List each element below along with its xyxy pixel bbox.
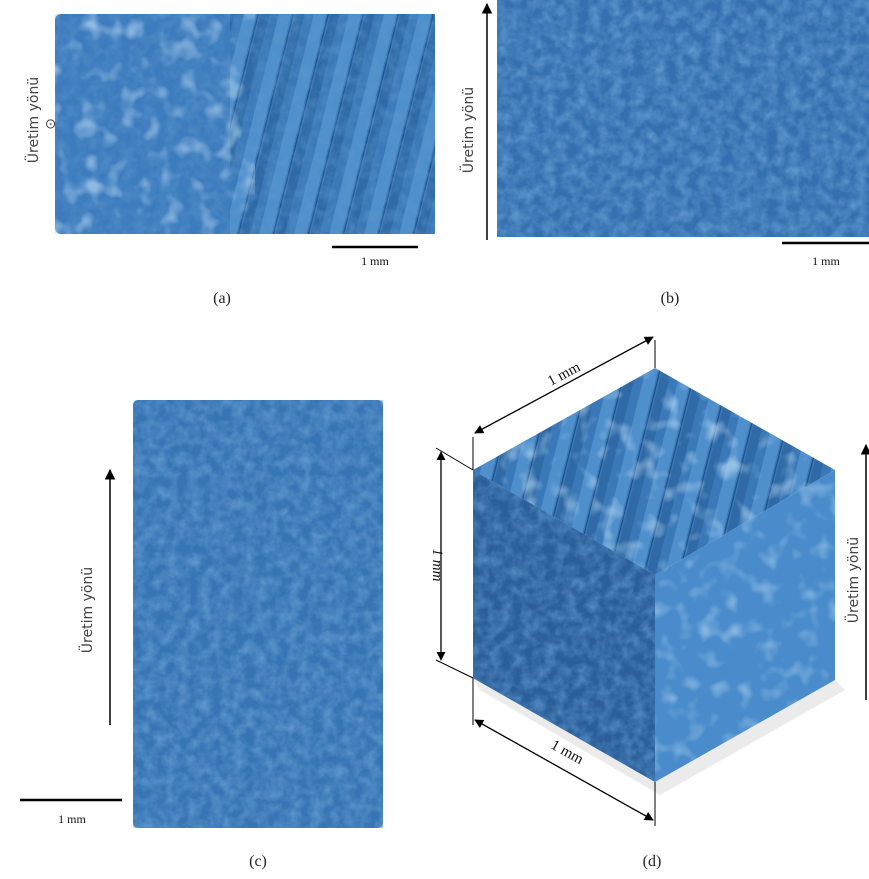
scale-label: 1 mm [812,254,840,268]
direction-label: Üretim yönü [844,537,862,623]
dimension-label: 1 mm [429,549,445,582]
grain-texture [55,14,255,234]
scale-label: 1 mm [58,812,86,826]
panel-label: (c) [249,853,267,870]
panel-label: (d) [643,853,662,870]
direction-label: Üretim yönü [24,77,42,163]
grain-texture [497,0,869,237]
scale-label: 1 mm [361,254,389,268]
grain-texture [133,400,383,828]
figure: Üretim yönü ⊙ 1 mm (a) Üretim yönü 1 mm … [0,0,869,879]
extension-line [436,660,473,678]
page: Üretim yönü ⊙ 1 mm (a) Üretim yönü 1 mm … [0,0,869,879]
direction-label: Üretim yönü [459,87,477,173]
panel-label: (a) [213,290,231,307]
panel-b: Üretim yönü 1 mm (b) [459,0,869,307]
panel-d: 1 mm 1 mm 1 mm Üretim yönü (d) [429,337,866,870]
direction-label: Üretim yönü [78,567,96,653]
panel-c: Üretim yönü 1 mm (c) [20,400,383,870]
panel-label: (b) [661,290,680,307]
panel-a: Üretim yönü ⊙ 1 mm (a) [24,14,435,307]
direction-symbol: ⊙ [43,118,59,130]
